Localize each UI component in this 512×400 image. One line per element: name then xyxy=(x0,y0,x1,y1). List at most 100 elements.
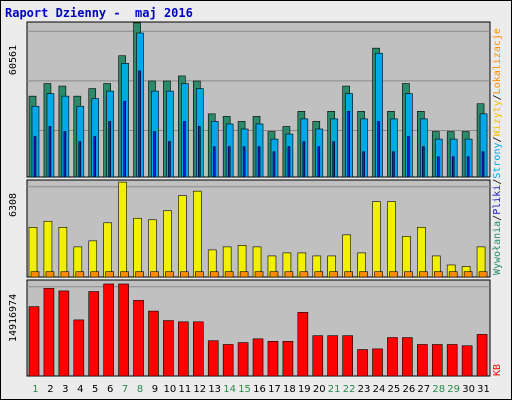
bar-kb-day-6 xyxy=(103,283,114,377)
bar-kb-day-26 xyxy=(402,337,413,377)
bar-wizyty-day-11 xyxy=(178,195,187,278)
x-tick-label-23: 23 xyxy=(358,384,371,395)
bar-strony-day-3 xyxy=(63,131,67,178)
report-title: Raport Dzienny - maj 2016 xyxy=(5,6,193,20)
x-tick-label-20: 20 xyxy=(313,384,326,395)
x-tick-label-31: 31 xyxy=(477,384,490,395)
bar-kb-day-1 xyxy=(28,306,40,377)
bar-kb-day-3 xyxy=(58,290,70,377)
bar-kb-day-16 xyxy=(252,338,264,377)
x-tick-label-12: 12 xyxy=(193,384,206,395)
bar-lokalizacje-day-10 xyxy=(165,271,174,278)
bar-kb-day-12 xyxy=(192,321,204,377)
x-tick-label-7: 7 xyxy=(122,384,128,395)
bar-lokalizacje-day-4 xyxy=(75,271,85,278)
bar-wizyty-day-24 xyxy=(372,201,381,278)
x-tick-label-27: 27 xyxy=(417,384,430,395)
bar-lokalizacje-day-5 xyxy=(90,271,100,278)
bar-kb-day-13 xyxy=(207,340,219,377)
bar-kb-day-10 xyxy=(163,320,174,377)
x-tick-label-16: 16 xyxy=(253,384,266,395)
bar-lokalizacje-day-18 xyxy=(284,271,294,278)
bar-kb-day-18 xyxy=(282,341,294,377)
bar-lokalizacje-day-7 xyxy=(120,271,129,278)
bar-lokalizacje-day-17 xyxy=(269,271,279,278)
bar-wizyty-day-9 xyxy=(148,219,157,278)
bar-strony-day-29 xyxy=(451,156,455,178)
right-legend-segment: Lokalizacje xyxy=(492,28,503,94)
bar-strony-day-27 xyxy=(422,146,425,178)
right-legend-segment: Pliki xyxy=(492,185,503,215)
x-tick-label-10: 10 xyxy=(164,384,177,395)
bar-lokalizacje-day-13 xyxy=(209,271,219,278)
bar-lokalizacje-day-24 xyxy=(374,271,383,278)
x-tick-label-5: 5 xyxy=(92,384,98,395)
bar-strony-day-12 xyxy=(197,126,201,178)
bar-strony-day-1 xyxy=(33,136,37,178)
bar-strony-day-31 xyxy=(481,151,485,178)
x-tick-label-26: 26 xyxy=(402,384,415,395)
bar-lokalizacje-day-23 xyxy=(359,271,368,278)
bar-kb-day-20 xyxy=(312,335,324,377)
bar-lokalizacje-day-16 xyxy=(254,271,264,278)
x-tick-label-17: 17 xyxy=(268,384,281,395)
bar-lokalizacje-day-2 xyxy=(45,271,55,278)
bar-lokalizacje-day-19 xyxy=(299,271,309,278)
bar-lokalizacje-day-20 xyxy=(314,271,324,278)
bar-wizyty-day-1 xyxy=(28,227,38,278)
bar-strony-day-5 xyxy=(93,136,97,178)
bar-strony-day-11 xyxy=(183,121,186,178)
bar-kb-day-31 xyxy=(476,334,488,377)
bar-kb-day-27 xyxy=(417,344,428,377)
bar-strony-day-19 xyxy=(302,141,306,178)
bar-kb-day-25 xyxy=(387,337,398,377)
bar-strony-day-16 xyxy=(257,146,261,178)
bar-strony-day-2 xyxy=(48,126,52,178)
bar-kb-day-15 xyxy=(237,342,249,377)
bar-strony-day-21 xyxy=(332,141,336,178)
bar-lokalizacje-day-3 xyxy=(60,271,70,278)
x-tick-label-21: 21 xyxy=(328,384,341,395)
bar-lokalizacje-day-29 xyxy=(448,271,458,278)
x-tick-label-29: 29 xyxy=(447,384,460,395)
bar-strony-day-24 xyxy=(377,121,380,178)
bar-kb-day-11 xyxy=(178,321,189,377)
right-legend-segment: / xyxy=(492,94,503,100)
bar-wizyty-day-25 xyxy=(387,201,396,278)
bar-strony-day-8 xyxy=(138,70,141,178)
x-tick-label-13: 13 xyxy=(208,384,221,395)
bar-wizyty-day-26 xyxy=(402,236,411,278)
x-tick-label-4: 4 xyxy=(77,384,83,395)
bar-lokalizacje-day-28 xyxy=(433,271,443,278)
panel-2-ymax-label: 6308 xyxy=(8,193,19,217)
bar-strony-day-25 xyxy=(392,151,395,178)
x-tick-label-22: 22 xyxy=(343,384,356,395)
right-legend-segment: / xyxy=(492,179,503,185)
bar-lokalizacje-day-12 xyxy=(194,271,204,278)
bar-wizyty-day-6 xyxy=(103,222,112,278)
x-tick-label-19: 19 xyxy=(298,384,311,395)
right-legend-segment: Wywołania xyxy=(492,221,503,275)
bar-lokalizacje-day-8 xyxy=(135,271,144,278)
bar-strony-day-7 xyxy=(123,100,126,178)
bar-wizyty-day-12 xyxy=(192,190,202,278)
bar-kb-day-29 xyxy=(446,344,458,377)
x-tick-label-18: 18 xyxy=(283,384,296,395)
bar-kb-day-30 xyxy=(461,345,473,377)
bar-wizyty-day-2 xyxy=(43,220,53,278)
bar-kb-day-22 xyxy=(342,335,353,377)
x-tick-label-14: 14 xyxy=(223,384,236,395)
bar-wizyty-day-27 xyxy=(417,227,426,278)
right-legend-segment: / xyxy=(492,136,503,142)
panel-3-ymax-label: 14916974 xyxy=(8,294,19,342)
bar-kb-day-4 xyxy=(73,319,85,377)
bar-lokalizacje-day-30 xyxy=(463,271,473,278)
bar-lokalizacje-day-21 xyxy=(329,271,339,278)
x-tick-label-25: 25 xyxy=(388,384,401,395)
bar-strony-day-28 xyxy=(436,156,440,178)
panel-1-ymax-label: 60561 xyxy=(8,45,19,75)
x-tick-label-28: 28 xyxy=(432,384,445,395)
bar-strony-day-15 xyxy=(242,146,246,178)
bar-strony-day-17 xyxy=(272,151,276,178)
